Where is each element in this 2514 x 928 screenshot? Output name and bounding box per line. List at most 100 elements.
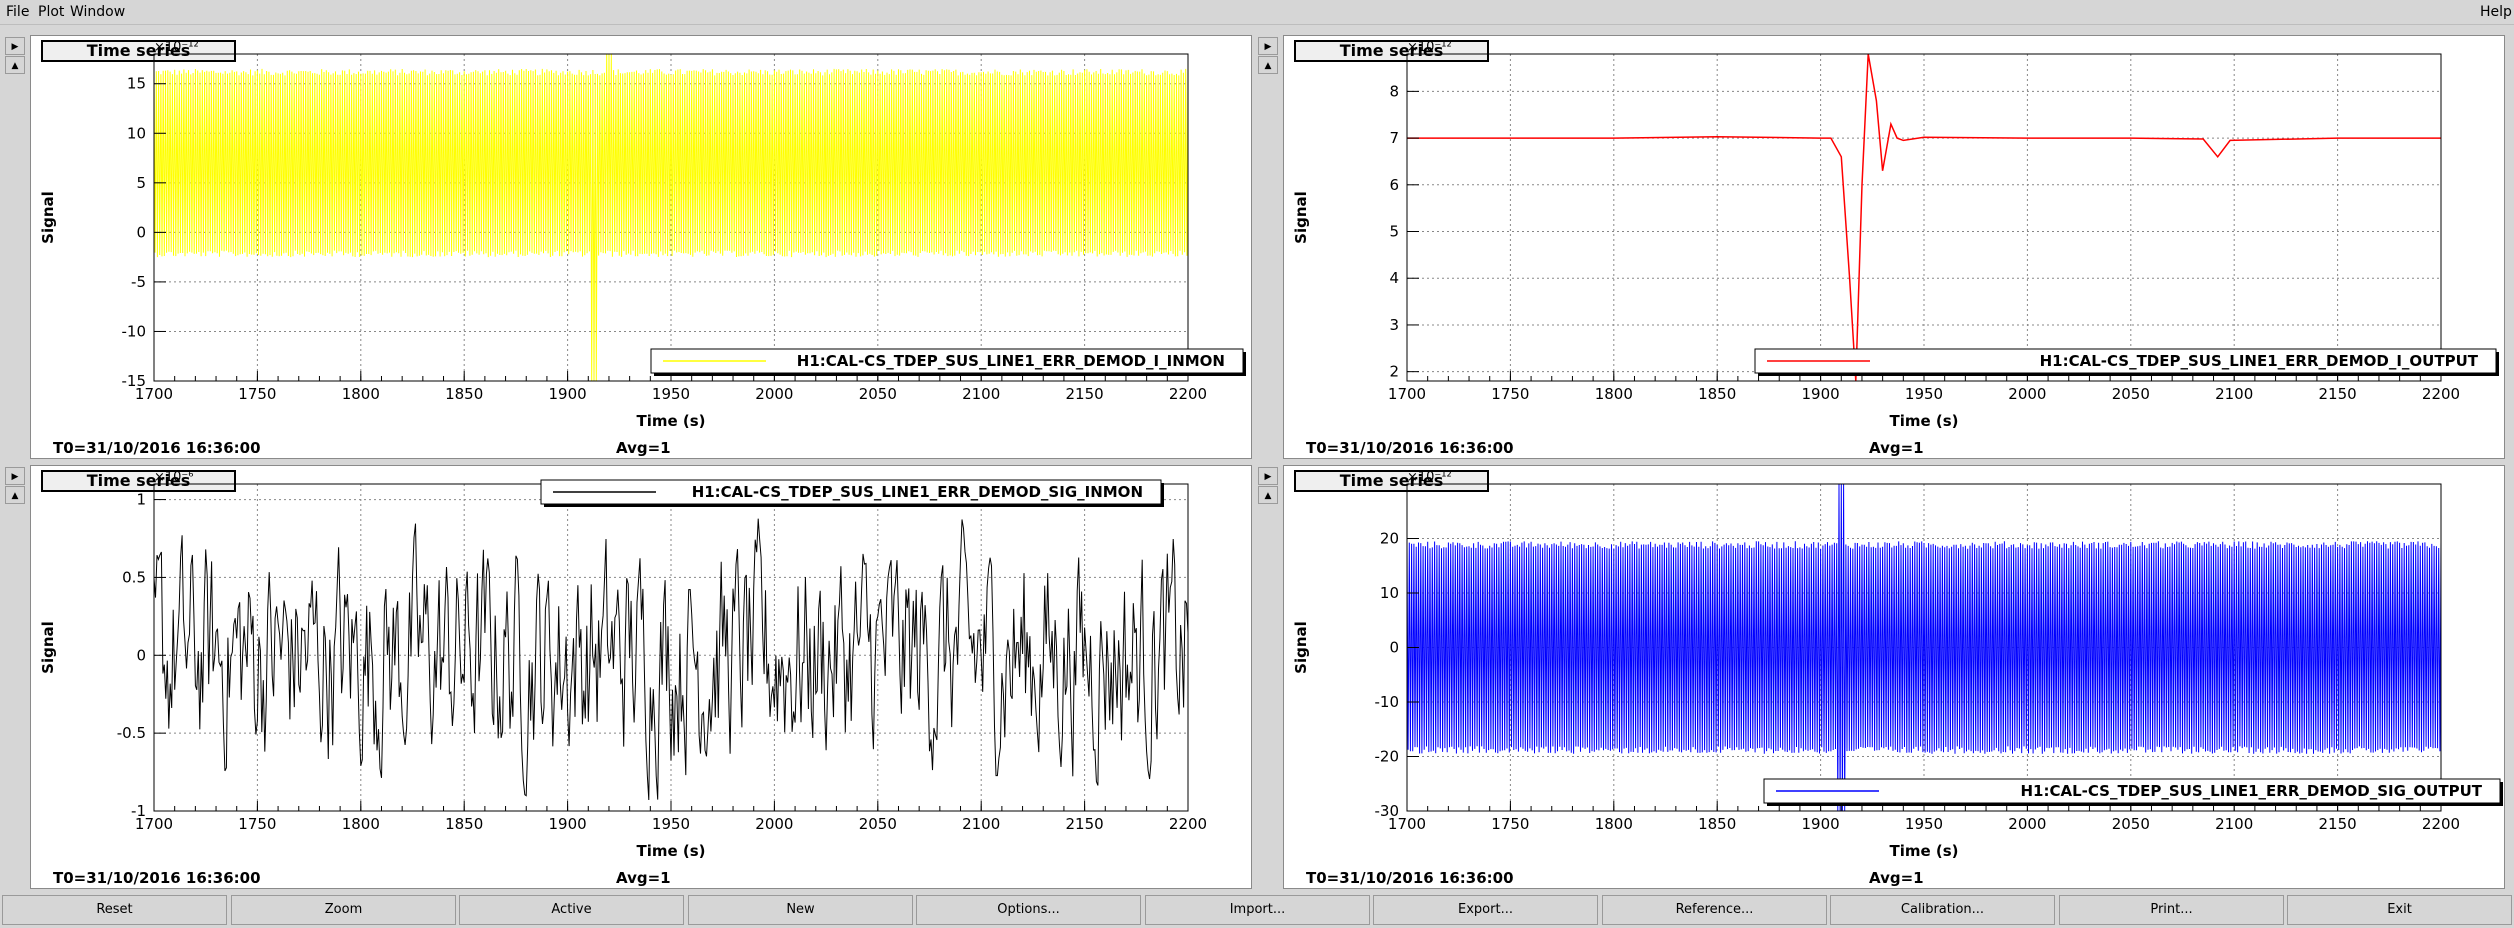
x-axis-label: Time (s) [1889, 842, 1958, 860]
menu-help[interactable]: Help [2480, 4, 2512, 20]
legend[interactable]: H1:CAL-CS_TDEP_SUS_LINE1_ERR_DEMOD_SIG_O… [1763, 778, 2503, 806]
x-tick-label: 2100 [2215, 815, 2253, 833]
plot-pad-bottom-left[interactable]: Time series 1700 1750 1800 1850 1900 1950 2000… [30, 465, 1252, 889]
avg-label: Avg=1 [1869, 869, 1924, 887]
button-new[interactable]: New [688, 895, 913, 925]
x-tick-label: 1850 [445, 385, 483, 403]
x-tick-label: 1750 [1491, 815, 1529, 833]
avg-label: Avg=1 [1869, 439, 1924, 457]
button-reset[interactable]: Reset [2, 895, 227, 925]
x-axis-label: Time (s) [636, 412, 705, 430]
x-axis-label: Time (s) [636, 842, 705, 860]
x-tick-label: 2050 [859, 815, 897, 833]
series-line [153, 518, 1189, 801]
menu-window[interactable]: Window [70, 4, 126, 20]
y-tick-label: 5 [1389, 223, 1399, 241]
y-tick-label: 6 [1389, 176, 1399, 194]
x-tick-label: 1750 [238, 385, 276, 403]
pad-next-button[interactable]: ▶ [5, 467, 25, 485]
x-tick-label: 1900 [549, 815, 587, 833]
y-tick-label: 2 [1389, 363, 1399, 381]
plot-pad-top-left[interactable]: Time series 1700 1750 1800 1850 1900 1950 2000… [30, 35, 1252, 459]
y-tick-label: -10 [1375, 693, 1400, 711]
plot-frame [153, 483, 1189, 812]
menu-bar: File Plot Window Help [0, 0, 2514, 25]
button-exit[interactable]: Exit [2287, 895, 2512, 925]
button-reference[interactable]: Reference... [1602, 895, 1827, 925]
chart-area[interactable]: 1700 1750 1800 1850 1900 1950 2000 2050 2100 2150… [31, 36, 1251, 458]
pad-next-button[interactable]: ▶ [1258, 467, 1278, 485]
x-tick-label: 1750 [238, 815, 276, 833]
button-import[interactable]: Import... [1145, 895, 1370, 925]
legend[interactable]: H1:CAL-CS_TDEP_SUS_LINE1_ERR_DEMOD_SIG_I… [540, 479, 1164, 507]
menu-plot[interactable]: Plot [38, 4, 65, 20]
legend[interactable]: H1:CAL-CS_TDEP_SUS_LINE1_ERR_DEMOD_I_OUT… [1754, 348, 2499, 376]
y-exponent-label: ×10⁻¹² [154, 40, 199, 55]
y-tick-label: 0 [136, 646, 146, 664]
plot-title-button[interactable]: Time series [1294, 40, 1489, 62]
x-tick-label: 2150 [1066, 385, 1104, 403]
pad-up-button[interactable]: ▲ [1258, 56, 1278, 74]
x-tick-label: 1950 [652, 815, 690, 833]
x-tick-label: 2200 [2422, 385, 2460, 403]
menu-file[interactable]: File [6, 4, 30, 20]
legend-label: H1:CAL-CS_TDEP_SUS_LINE1_ERR_DEMOD_SIG_O… [2020, 782, 2482, 800]
plot-pad-top-right[interactable]: Time series 1700 1750 1800 1850 1900 1950 2000… [1283, 35, 2505, 459]
x-tick-label: 2100 [962, 815, 1000, 833]
button-calibration[interactable]: Calibration... [1830, 895, 2055, 925]
x-tick-label: 1700 [135, 815, 173, 833]
x-tick-label: 2050 [2112, 815, 2150, 833]
y-tick-label: 0 [1389, 639, 1399, 657]
chart-area[interactable]: 1700 1750 1800 1850 1900 1950 2000 2050 2100 2150… [31, 466, 1251, 888]
button-options[interactable]: Options... [916, 895, 1141, 925]
y-tick-label: 10 [1380, 584, 1399, 602]
button-print[interactable]: Print... [2059, 895, 2284, 925]
y-tick-label: 7 [1389, 129, 1399, 147]
y-tick-label: 15 [127, 75, 146, 93]
t0-label: T0=31/10/2016 16:36:00 [53, 869, 261, 887]
plot-title-button[interactable]: Time series [41, 40, 236, 62]
button-export[interactable]: Export... [1373, 895, 1598, 925]
avg-label: Avg=1 [616, 439, 671, 457]
y-axis-label: Signal [39, 621, 57, 674]
pad-up-button[interactable]: ▲ [1258, 486, 1278, 504]
t0-label: T0=31/10/2016 16:36:00 [1306, 869, 1514, 887]
plot-title-button[interactable]: Time series [41, 470, 236, 492]
x-tick-label: 2000 [755, 385, 793, 403]
x-tick-label: 1900 [1802, 385, 1840, 403]
t0-label: T0=31/10/2016 16:36:00 [53, 439, 261, 457]
legend-label: H1:CAL-CS_TDEP_SUS_LINE1_ERR_DEMOD_SIG_I… [692, 483, 1143, 501]
button-active[interactable]: Active [459, 895, 684, 925]
x-tick-label: 1800 [1595, 815, 1633, 833]
chart-area[interactable]: 1700 1750 1800 1850 1900 1950 2000 2050 2100 2150… [1284, 466, 2504, 888]
x-axis-label: Time (s) [1889, 412, 1958, 430]
pad-next-button[interactable]: ▶ [5, 37, 25, 55]
x-tick-label: 1700 [1388, 815, 1426, 833]
x-tick-label: 2150 [1066, 815, 1104, 833]
button-zoom[interactable]: Zoom [231, 895, 456, 925]
x-tick-label: 2050 [859, 385, 897, 403]
y-tick-label: -10 [122, 322, 147, 340]
y-tick-label: 8 [1389, 82, 1399, 100]
legend[interactable]: H1:CAL-CS_TDEP_SUS_LINE1_ERR_DEMOD_I_INM… [650, 348, 1246, 376]
y-exponent-label: ×10⁻¹² [1407, 470, 1452, 485]
pad-next-button[interactable]: ▶ [1258, 37, 1278, 55]
y-exponent-label: ×10⁻⁶ [154, 470, 194, 485]
chart-area[interactable]: 1700 1750 1800 1850 1900 1950 2000 2050 2100 2150… [1284, 36, 2504, 458]
y-tick-label: 3 [1389, 316, 1399, 334]
y-tick-label: -5 [131, 273, 146, 291]
pad-up-button[interactable]: ▲ [5, 56, 25, 74]
plot-frame [1406, 53, 2442, 382]
y-axis-label: Signal [39, 191, 57, 244]
x-tick-label: 1850 [1698, 385, 1736, 403]
x-tick-label: 2150 [2319, 385, 2357, 403]
y-tick-label: -0.5 [117, 724, 146, 742]
plot-pad-bottom-right[interactable]: Time series 1700 1750 1800 1850 1900 1950 2000… [1283, 465, 2505, 889]
y-tick-label: 4 [1389, 269, 1399, 287]
pad-up-button[interactable]: ▲ [5, 486, 25, 504]
plot-title-button[interactable]: Time series [1294, 470, 1489, 492]
x-tick-label: 1700 [1388, 385, 1426, 403]
y-axis-label: Signal [1292, 621, 1310, 674]
y-tick-label: 10 [127, 124, 146, 142]
x-tick-label: 1950 [652, 385, 690, 403]
